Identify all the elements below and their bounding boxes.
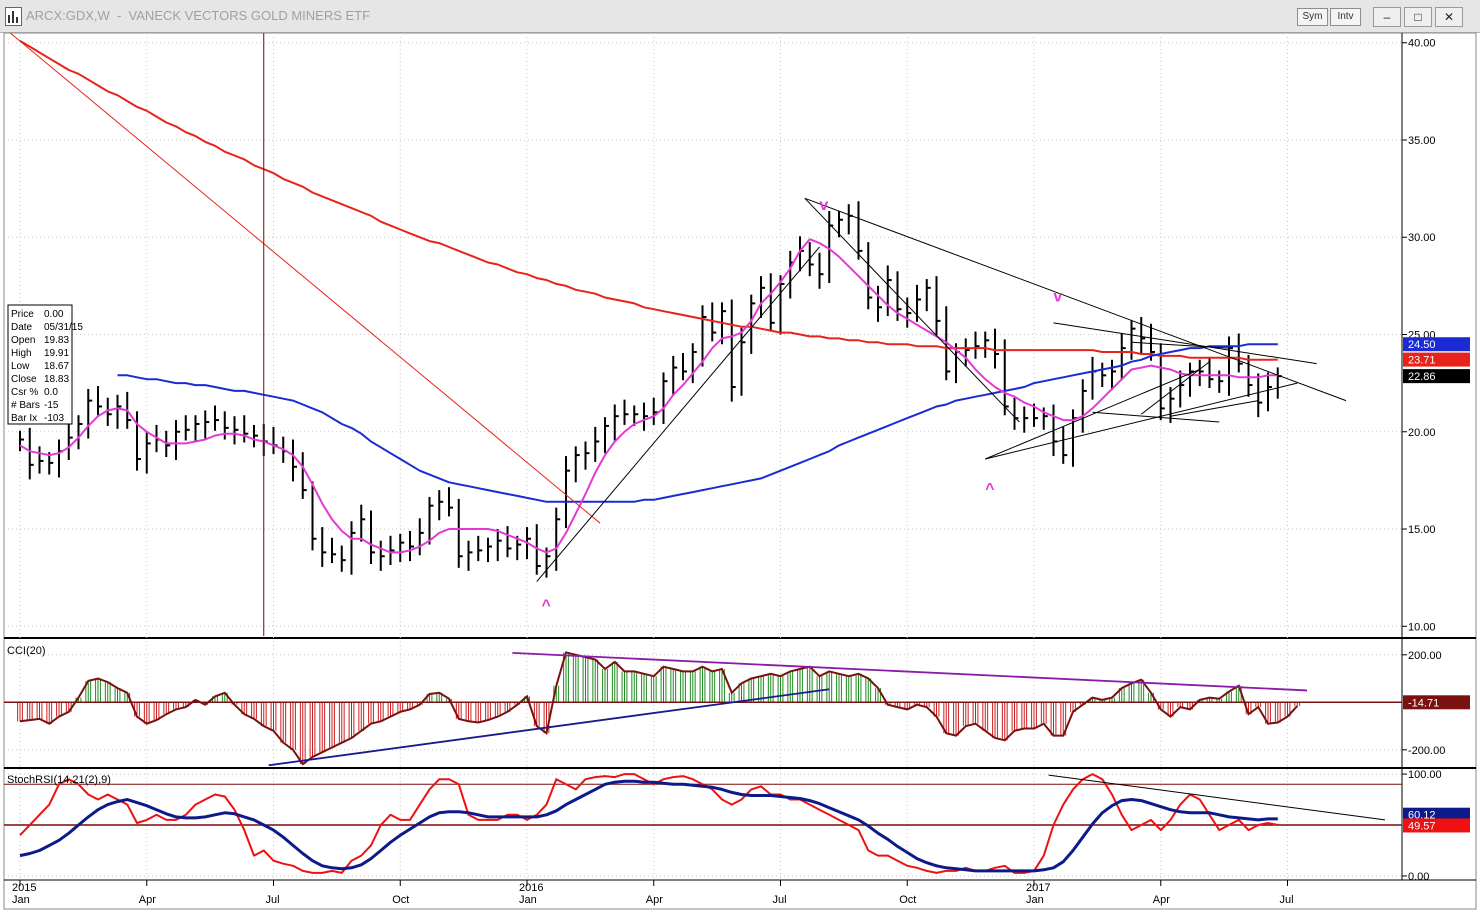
last-value-badge	[1403, 369, 1470, 384]
last-value-label: 22.86	[1408, 371, 1436, 383]
x-month-label: Apr	[646, 894, 663, 906]
y-tick-label: 35.00	[1408, 135, 1436, 147]
price-trendline	[1170, 400, 1259, 417]
x-month-label: Oct	[392, 894, 409, 906]
last-value-label: 23.71	[1408, 355, 1436, 367]
close-icon[interactable]: ✕	[1435, 7, 1463, 27]
info-label: # Bars	[11, 400, 40, 411]
info-label: Close	[11, 374, 37, 385]
info-value: 18.83	[44, 374, 69, 385]
turn-marker: v	[1053, 288, 1062, 305]
y-tick-label: 10.00	[1408, 621, 1436, 633]
info-label: Low	[11, 361, 30, 372]
y-tick-label: 15.00	[1408, 524, 1436, 536]
cci-value-badge	[1403, 695, 1470, 710]
window-title: ARCX:GDX,W - VANECK VECTORS GOLD MINERS …	[26, 8, 371, 23]
clip-stoch-layer	[4, 773, 1402, 874]
x-month-label: Jul	[266, 894, 280, 906]
x-month-label: Jan	[519, 894, 537, 906]
info-value: 05/31/15	[44, 322, 83, 333]
info-value: 0.0	[44, 387, 58, 398]
info-label: Bar Ix	[11, 413, 37, 424]
price-trendline	[985, 382, 1298, 460]
cci-trendline	[512, 651, 1308, 692]
cursor-info-box: Price 0.00 Date 05/31/15 Open 19.83 High 19.91 L…	[7, 304, 83, 425]
x-month-label: Apr	[1153, 894, 1170, 906]
info-label: Open	[11, 335, 35, 346]
info-value: 0.00	[44, 309, 64, 320]
chart-app-icon	[5, 7, 22, 26]
stoch-fast-line	[19, 773, 1279, 874]
stoch-value-badge	[1403, 807, 1470, 822]
last-value-badge	[1403, 337, 1470, 352]
sma-blue-line	[117, 343, 1278, 503]
sma-red-line	[19, 39, 1278, 361]
price-trendline	[1140, 361, 1210, 415]
x-month-label: Jul	[1280, 894, 1294, 906]
window-title-bar[interactable]: ARCX:GDX,W - VANECK VECTORS GOLD MINERS …	[0, 0, 1480, 33]
y-tick-label: 200.00	[1408, 650, 1442, 662]
price-trendline	[985, 369, 1200, 460]
turn-marker: ^	[542, 598, 551, 615]
info-value: 18.67	[44, 361, 69, 372]
y-tick-label: -200.00	[1408, 745, 1445, 757]
stoch-value-badge	[1403, 818, 1470, 833]
x-month-label: Oct	[899, 894, 916, 906]
price-trendline	[804, 197, 1020, 423]
clip-price-layer	[9, 33, 1347, 582]
info-value: -15	[44, 400, 59, 411]
x-year-label: 2015	[12, 882, 36, 894]
turn-marker: v	[819, 197, 828, 214]
x-month-label: Jan	[1026, 894, 1044, 906]
cci-title: CCI(20)	[7, 645, 46, 657]
x-year-label: 2016	[519, 882, 543, 894]
price-trendline	[1131, 341, 1230, 349]
stoch-trendline	[1048, 774, 1386, 821]
info-box-frame	[7, 304, 73, 425]
info-value: -103	[44, 413, 64, 424]
clip-cci-layer	[4, 651, 1402, 766]
info-value: 19.83	[44, 335, 69, 346]
x-month-label: Apr	[139, 894, 156, 906]
info-label: High	[11, 348, 32, 359]
intv-button[interactable]: Intv	[1330, 8, 1361, 26]
cci-line	[19, 651, 1299, 766]
x-month-label: Jan	[12, 894, 30, 906]
y-tick-label: 40.00	[1408, 38, 1436, 50]
y-tick-label: 20.00	[1408, 427, 1436, 439]
cci-trendline	[268, 688, 830, 766]
price-trendline	[804, 197, 1347, 402]
info-label: Csr %	[11, 387, 38, 398]
y-tick-label: 30.00	[1408, 232, 1436, 244]
price-trendline	[536, 246, 820, 582]
chart-frame	[3, 32, 1477, 910]
info-value: 19.91	[44, 348, 69, 359]
price-trendline	[9, 33, 601, 524]
x-month-label: Jul	[773, 894, 787, 906]
sym-button[interactable]: Sym	[1297, 8, 1328, 26]
last-value-label: 24.50	[1408, 339, 1436, 351]
last-value-badge	[1403, 352, 1470, 367]
y-tick-label: 100.00	[1408, 769, 1442, 781]
cci-value-label: -14.71	[1408, 697, 1439, 709]
stoch-title: StochRSI(14,21(2),9)	[7, 774, 111, 786]
stoch-slow-line	[19, 779, 1278, 873]
info-label: Price	[11, 309, 34, 320]
restore-icon[interactable]: □	[1404, 7, 1432, 27]
price-trendline	[1092, 411, 1220, 423]
stoch-value-label: 49.57	[1408, 820, 1436, 832]
sma-magenta-line	[19, 238, 1278, 554]
info-label: Date	[11, 322, 33, 333]
minimize-icon[interactable]: –	[1373, 7, 1401, 27]
y-tick-label: 0.00	[1408, 871, 1429, 883]
x-year-label: 2017	[1026, 882, 1050, 894]
turn-marker: ^	[985, 481, 994, 498]
price-trendline	[1053, 322, 1317, 365]
